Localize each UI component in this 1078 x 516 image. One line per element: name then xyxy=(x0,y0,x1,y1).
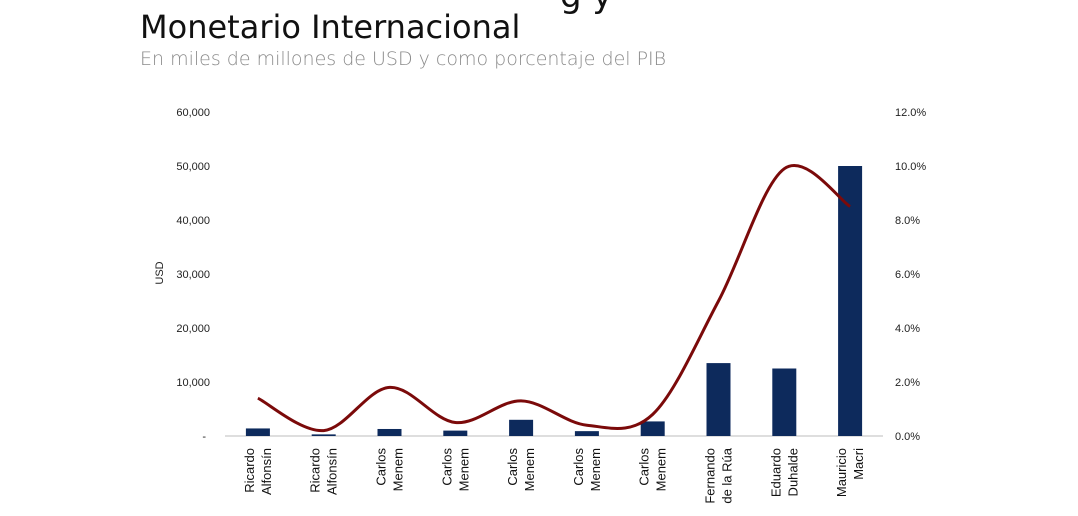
y-tick-label: 10,000 xyxy=(176,377,210,389)
y-axis-label: USD xyxy=(154,261,166,284)
y-tick-label: 40,000 xyxy=(176,215,210,227)
bar xyxy=(509,419,534,436)
bar xyxy=(574,431,599,436)
line-path xyxy=(257,164,851,433)
category-labels: Ricardo Alfonsín Ricardo Alfonsín Carlos Mene… xyxy=(242,447,866,503)
category-label: Eduardo Duhalde xyxy=(768,448,800,497)
category-label: Ricardo Alfonsín xyxy=(242,448,274,495)
category-label: Fernando de la Rúa xyxy=(703,447,735,503)
bar xyxy=(377,428,402,436)
y-tick-label: 60,000 xyxy=(176,107,210,119)
y-axis-ticks: - 10,000 20,000 30,000 40,000 50,000 60,000 xyxy=(176,107,210,443)
category-label: Carlos Menem xyxy=(637,448,669,492)
y2-tick-label: 6.0% xyxy=(895,269,920,281)
bar xyxy=(443,430,468,436)
chart-title: Monetario Internacional xyxy=(140,8,521,46)
y2-tick-label: 2.0% xyxy=(895,377,920,389)
chart-title-partial: g y xyxy=(560,0,613,16)
y2-tick-label: 4.0% xyxy=(895,323,920,335)
bar xyxy=(706,363,731,436)
y-tick-label: 30,000 xyxy=(176,269,210,281)
y2-tick-label: 12.0% xyxy=(895,107,926,119)
y2-tick-label: 0.0% xyxy=(895,431,920,443)
chart-subtitle: En miles de millones de USD y como porce… xyxy=(140,48,667,70)
y2-tick-label: 10.0% xyxy=(895,161,926,173)
y-tick-label: 50,000 xyxy=(176,161,210,173)
category-label: Carlos Menem xyxy=(374,448,406,492)
bar-series xyxy=(245,166,863,436)
category-label: Ricardo Alfonsín xyxy=(308,448,340,495)
category-label: Carlos Menem xyxy=(505,448,537,492)
bar xyxy=(245,428,270,436)
y-tick-label: - xyxy=(202,431,206,443)
category-label: Mauricio Macri xyxy=(834,448,866,497)
y2-axis-ticks: 0.0% 2.0% 4.0% 6.0% 8.0% 10.0% 12.0% xyxy=(895,107,926,443)
y-tick-label: 20,000 xyxy=(176,323,210,335)
bar xyxy=(640,421,665,436)
y2-tick-label: 8.0% xyxy=(895,215,920,227)
bar xyxy=(772,368,797,436)
line-series xyxy=(257,164,851,433)
bar xyxy=(838,166,863,436)
category-label: Carlos Menem xyxy=(571,448,603,492)
bar xyxy=(311,434,336,436)
category-label: Carlos Menem xyxy=(439,448,471,492)
